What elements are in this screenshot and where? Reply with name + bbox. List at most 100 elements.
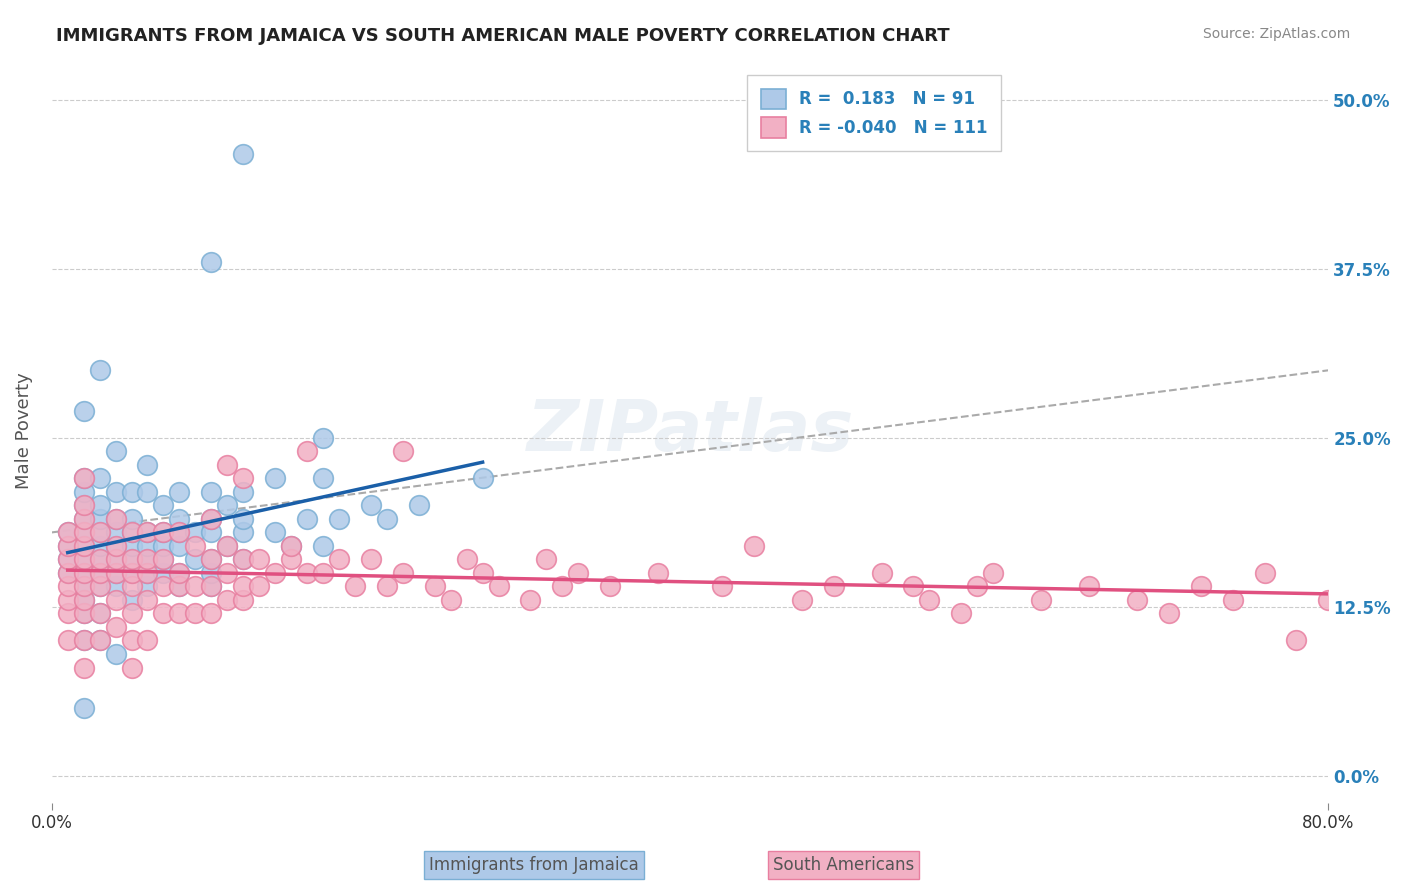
Point: [73, 471, 96, 485]
Point: [599, 579, 621, 593]
Point: [375, 512, 398, 526]
Point: [232, 552, 254, 566]
Point: [169, 566, 191, 580]
Point: [184, 579, 207, 593]
Point: [89, 539, 111, 553]
Point: [73, 552, 96, 566]
Point: [247, 579, 270, 593]
Point: [136, 552, 159, 566]
Point: [169, 607, 191, 621]
Text: South Americans: South Americans: [773, 856, 914, 874]
Point: [121, 552, 143, 566]
Point: [200, 579, 222, 593]
Point: [121, 512, 143, 526]
Point: [200, 552, 222, 566]
Point: [73, 660, 96, 674]
Point: [200, 566, 222, 580]
Point: [1157, 607, 1180, 621]
Point: [73, 525, 96, 540]
Point: [121, 525, 143, 540]
Point: [152, 525, 174, 540]
Point: [89, 579, 111, 593]
Point: [471, 471, 494, 485]
Point: [169, 484, 191, 499]
Point: [89, 633, 111, 648]
Point: [903, 579, 925, 593]
Point: [56, 539, 79, 553]
Point: [152, 539, 174, 553]
Point: [73, 593, 96, 607]
Point: [104, 566, 127, 580]
Point: [73, 607, 96, 621]
Point: [152, 566, 174, 580]
Point: [217, 539, 239, 553]
Point: [56, 566, 79, 580]
Text: IMMIGRANTS FROM JAMAICA VS SOUTH AMERICAN MALE POVERTY CORRELATION CHART: IMMIGRANTS FROM JAMAICA VS SOUTH AMERICA…: [56, 27, 950, 45]
Point: [1285, 633, 1308, 648]
Point: [264, 525, 287, 540]
Point: [104, 539, 127, 553]
Point: [73, 607, 96, 621]
Point: [1031, 593, 1053, 607]
Point: [200, 552, 222, 566]
Point: [169, 579, 191, 593]
Point: [1253, 566, 1275, 580]
Point: [104, 647, 127, 661]
Point: [89, 512, 111, 526]
Point: [232, 552, 254, 566]
Point: [152, 499, 174, 513]
Point: [232, 471, 254, 485]
Point: [73, 566, 96, 580]
Point: [392, 444, 415, 458]
Point: [312, 471, 335, 485]
Point: [89, 552, 111, 566]
Point: [121, 552, 143, 566]
Point: [169, 525, 191, 540]
Point: [392, 566, 415, 580]
Point: [89, 552, 111, 566]
Point: [217, 539, 239, 553]
Point: [200, 484, 222, 499]
Text: Immigrants from Jamaica: Immigrants from Jamaica: [429, 856, 640, 874]
Point: [104, 539, 127, 553]
Point: [73, 484, 96, 499]
Point: [423, 579, 446, 593]
Point: [169, 525, 191, 540]
Point: [280, 539, 302, 553]
Point: [73, 593, 96, 607]
Point: [136, 458, 159, 472]
Point: [918, 593, 941, 607]
Point: [966, 579, 988, 593]
Point: [232, 525, 254, 540]
Point: [328, 512, 350, 526]
Point: [136, 525, 159, 540]
Point: [184, 525, 207, 540]
Point: [360, 552, 382, 566]
Point: [217, 499, 239, 513]
Point: [950, 607, 973, 621]
Point: [121, 607, 143, 621]
Point: [56, 593, 79, 607]
Point: [73, 633, 96, 648]
Point: [73, 499, 96, 513]
Point: [169, 579, 191, 593]
Point: [121, 566, 143, 580]
Point: [152, 552, 174, 566]
Point: [184, 539, 207, 553]
Point: [711, 579, 734, 593]
Point: [73, 512, 96, 526]
Point: [89, 566, 111, 580]
Point: [280, 539, 302, 553]
Point: [232, 579, 254, 593]
Point: [56, 552, 79, 566]
Point: [200, 512, 222, 526]
Point: [89, 607, 111, 621]
Point: [73, 525, 96, 540]
Point: [152, 607, 174, 621]
Point: [440, 593, 463, 607]
Point: [200, 255, 222, 269]
Point: [104, 593, 127, 607]
Point: [136, 539, 159, 553]
Legend: R =  0.183   N = 91, R = -0.040   N = 111: R = 0.183 N = 91, R = -0.040 N = 111: [748, 75, 1001, 151]
Point: [121, 660, 143, 674]
